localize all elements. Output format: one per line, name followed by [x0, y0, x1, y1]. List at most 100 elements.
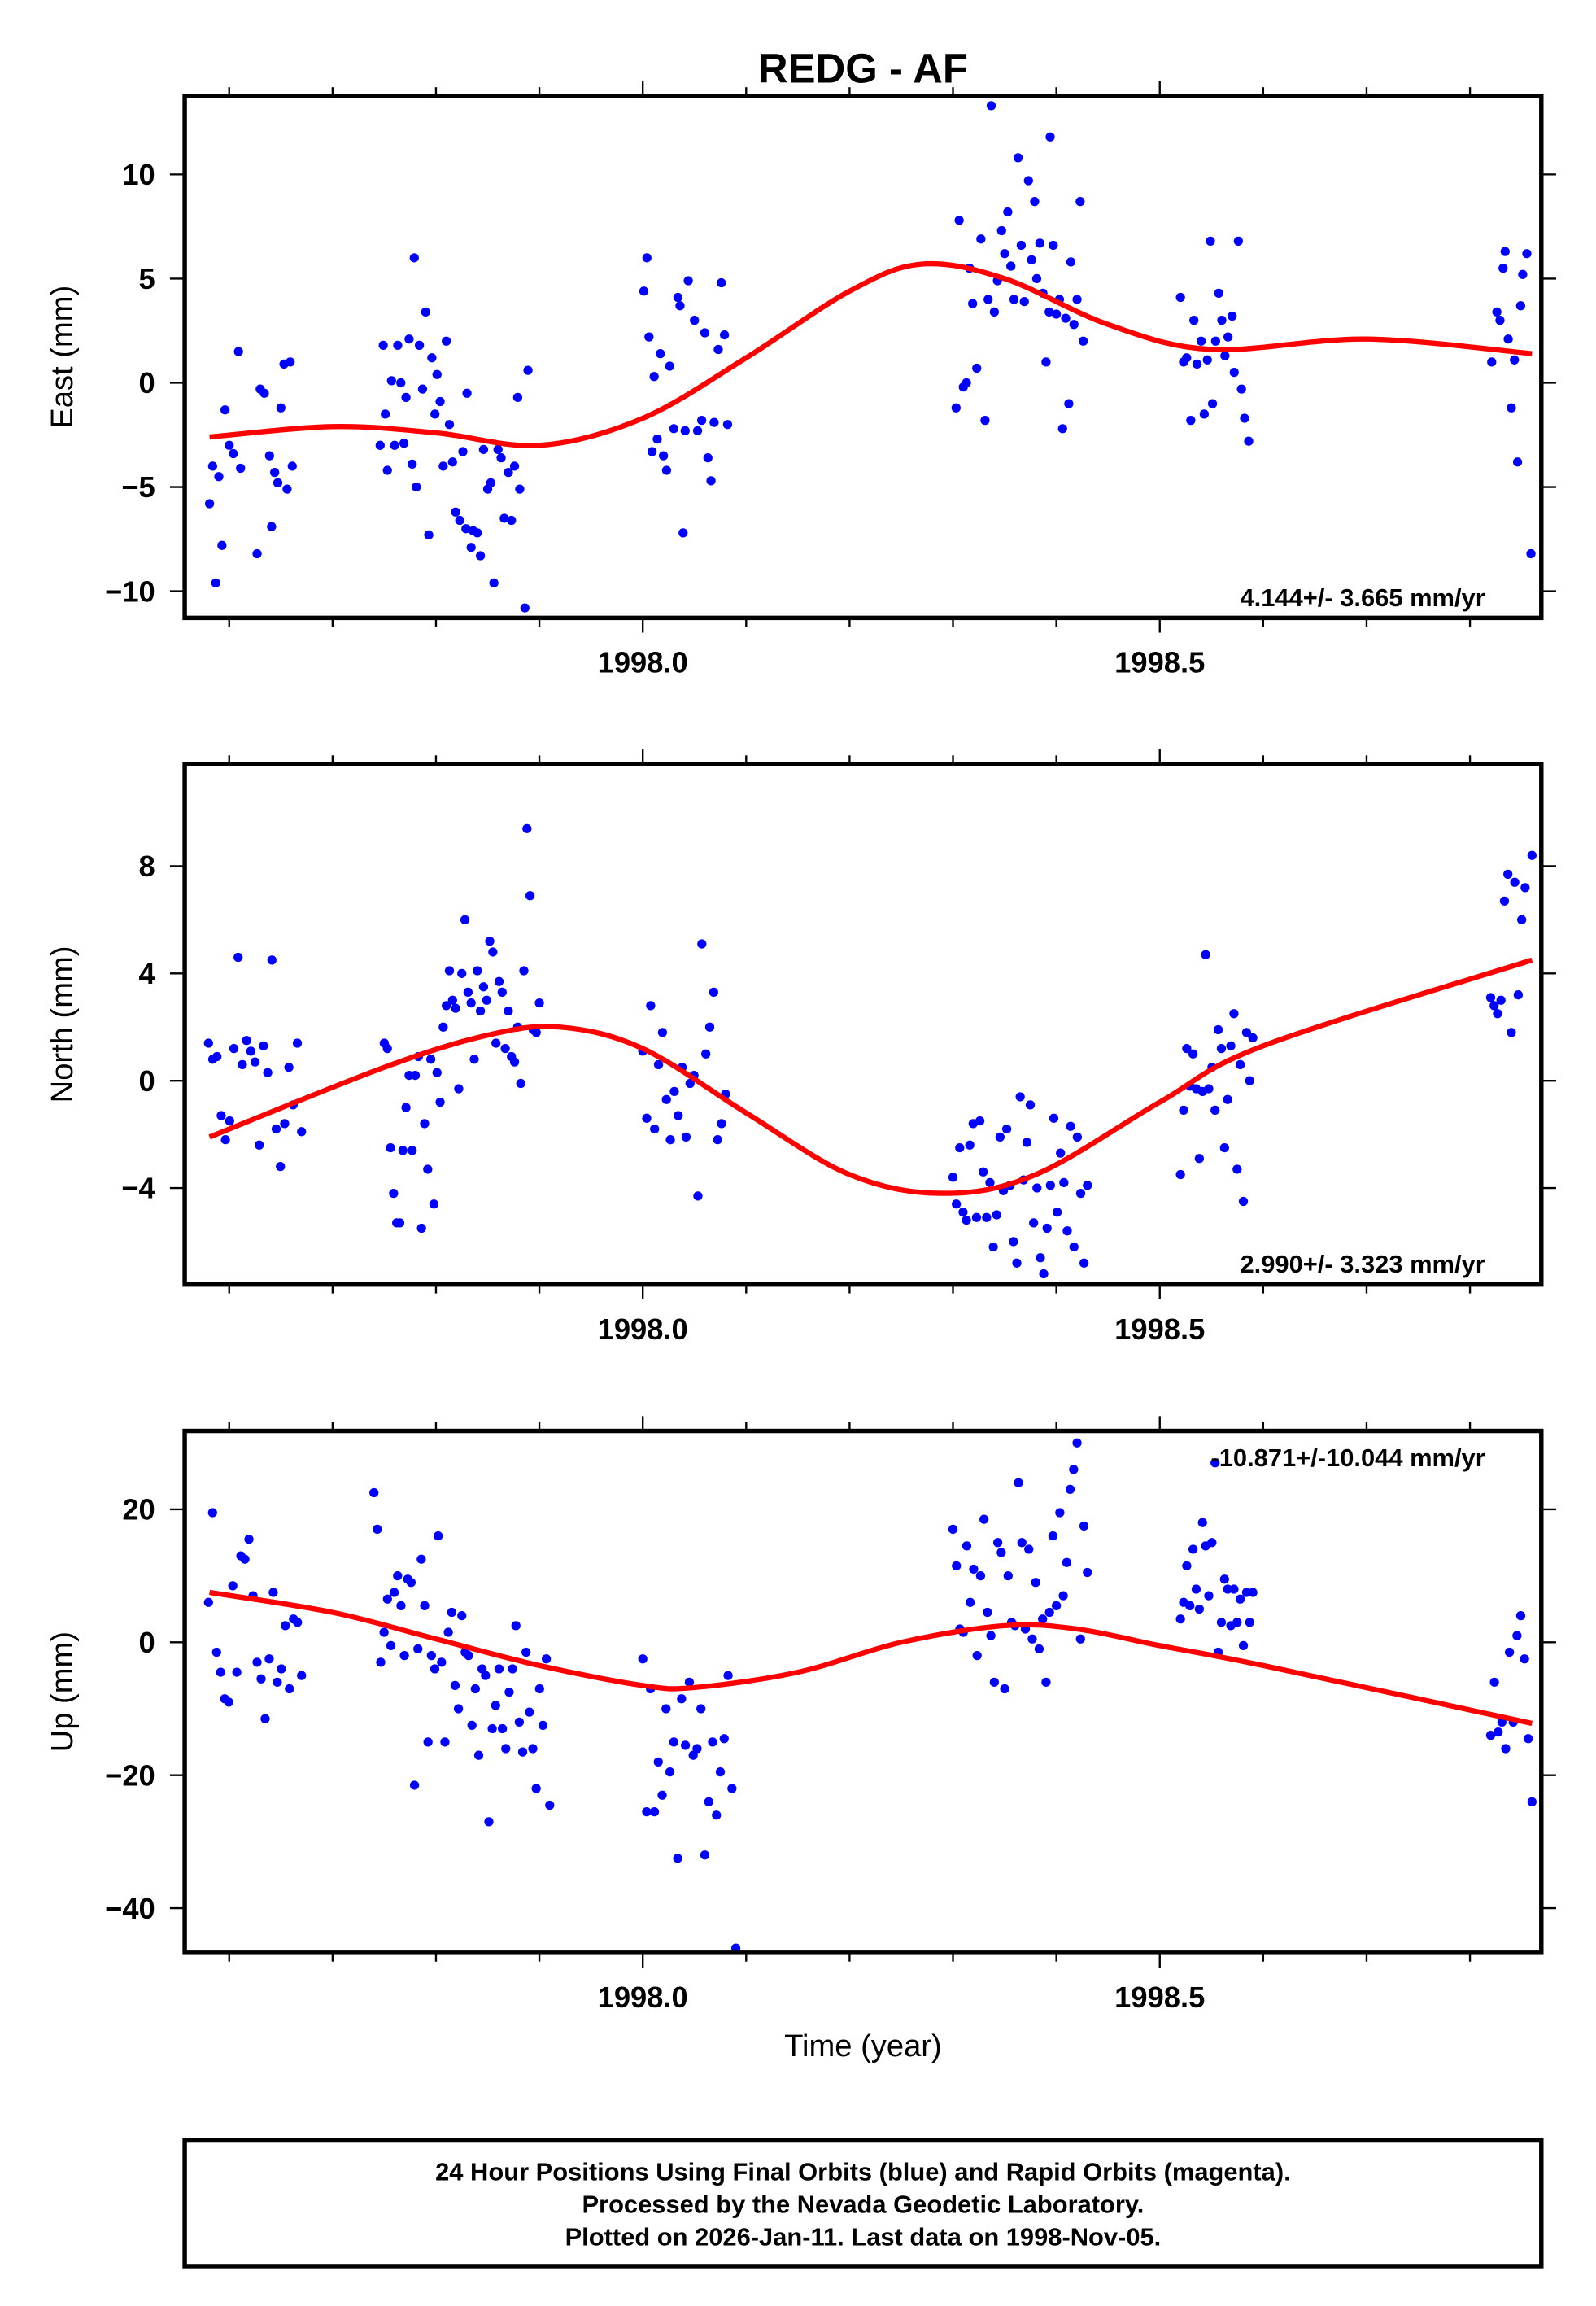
data-point: [665, 361, 674, 371]
data-point: [469, 1055, 479, 1064]
data-point: [423, 1737, 433, 1747]
data-point: [393, 1570, 403, 1581]
data-point: [989, 1677, 999, 1687]
data-point: [450, 1680, 460, 1691]
data-point: [399, 439, 409, 448]
data-point: [1219, 1142, 1229, 1153]
data-point: [376, 1657, 386, 1667]
data-point: [1512, 1631, 1522, 1640]
data-point: [1241, 1588, 1252, 1597]
data-point: [457, 1611, 467, 1621]
data-point: [470, 1684, 480, 1694]
footer-box: [182, 2138, 1544, 2269]
data-point: [1034, 1644, 1044, 1654]
data-point: [1487, 357, 1497, 367]
footer-line-3: Plotted on 2026-Jan-11. Last data on 199…: [565, 2223, 1162, 2251]
data-point: [1238, 1196, 1249, 1207]
data-point: [426, 1651, 436, 1661]
data-point: [1232, 1618, 1242, 1627]
data-point: [466, 998, 476, 1008]
data-point: [669, 1737, 678, 1747]
data-point: [523, 365, 533, 375]
y-tick-label: −10: [105, 574, 155, 608]
data-point: [442, 1001, 451, 1011]
data-point: [1503, 334, 1513, 344]
data-point: [712, 1810, 722, 1820]
data-point: [1229, 1009, 1239, 1019]
data-point: [966, 1597, 975, 1607]
data-point: [1192, 359, 1202, 369]
data-point: [1049, 240, 1058, 251]
data-point: [264, 1654, 274, 1664]
data-point: [396, 1601, 406, 1611]
data-point: [232, 1667, 242, 1677]
data-point: [1527, 1797, 1537, 1807]
data-point: [521, 1647, 531, 1657]
data-point: [1031, 273, 1042, 284]
data-point: [393, 340, 403, 351]
data-point: [389, 1588, 399, 1597]
data-point: [399, 1651, 409, 1661]
data-point: [1175, 1614, 1185, 1624]
data-point: [683, 276, 693, 286]
data-point: [653, 1757, 663, 1767]
data-point: [409, 1780, 420, 1790]
data-point: [674, 1111, 683, 1120]
data-point: [440, 1737, 450, 1747]
plot-frame: [182, 762, 1544, 1287]
y-tick-label: −40: [105, 1892, 155, 1925]
data-point: [464, 1651, 473, 1661]
data-point: [665, 1767, 675, 1777]
data-point: [255, 1140, 264, 1150]
data-point: [1507, 403, 1516, 413]
data-point: [1493, 1009, 1502, 1019]
data-point: [264, 451, 274, 461]
data-point: [386, 1142, 395, 1153]
data-point: [259, 1041, 268, 1050]
data-point: [478, 982, 489, 992]
x-tick-label: 1998.0: [598, 646, 688, 679]
data-point: [1003, 1570, 1013, 1581]
data-point: [1058, 1591, 1068, 1601]
data-point: [485, 937, 495, 946]
data-point: [425, 1055, 436, 1064]
data-point: [1062, 1557, 1071, 1567]
y-tick-label: 0: [139, 366, 155, 400]
data-point: [1520, 883, 1530, 893]
data-point: [1029, 1218, 1039, 1228]
data-point: [1512, 457, 1523, 467]
data-point: [983, 1607, 992, 1618]
data-point: [1210, 336, 1221, 346]
data-point: [491, 1038, 501, 1048]
data-point: [423, 1164, 433, 1174]
panel-up: 1998.0 1998.5 20 0 −20 −40 Up (mm) -10.871+/-10…: [45, 1416, 1556, 2014]
data-point: [1513, 990, 1524, 1000]
data-point: [730, 1943, 741, 1953]
data-point: [1216, 1043, 1227, 1054]
data-point: [1520, 1654, 1529, 1664]
data-point: [681, 1132, 691, 1142]
data-point: [1238, 1640, 1249, 1651]
data-point: [1485, 993, 1496, 1002]
data-point: [203, 1597, 213, 1607]
data-point: [1075, 1188, 1086, 1199]
data-point: [401, 392, 411, 403]
chart-title: REDG - AF: [758, 46, 968, 92]
data-point: [969, 1564, 979, 1574]
data-point: [657, 1028, 668, 1037]
data-point: [271, 1124, 281, 1134]
data-point: [494, 1664, 504, 1674]
data-point: [268, 1588, 278, 1597]
data-point: [389, 1188, 399, 1199]
y-tick-label: 5: [139, 262, 155, 295]
data-point: [447, 457, 457, 467]
data-point: [458, 447, 468, 456]
data-point: [420, 1119, 430, 1129]
data-point: [719, 1734, 729, 1744]
data-point: [1500, 247, 1510, 256]
data-point: [638, 1654, 648, 1664]
data-point: [986, 101, 996, 111]
rate-annotation: 2.990+/- 3.323 mm/yr: [1240, 1250, 1485, 1278]
data-point: [1194, 1604, 1205, 1614]
data-point: [719, 330, 730, 340]
